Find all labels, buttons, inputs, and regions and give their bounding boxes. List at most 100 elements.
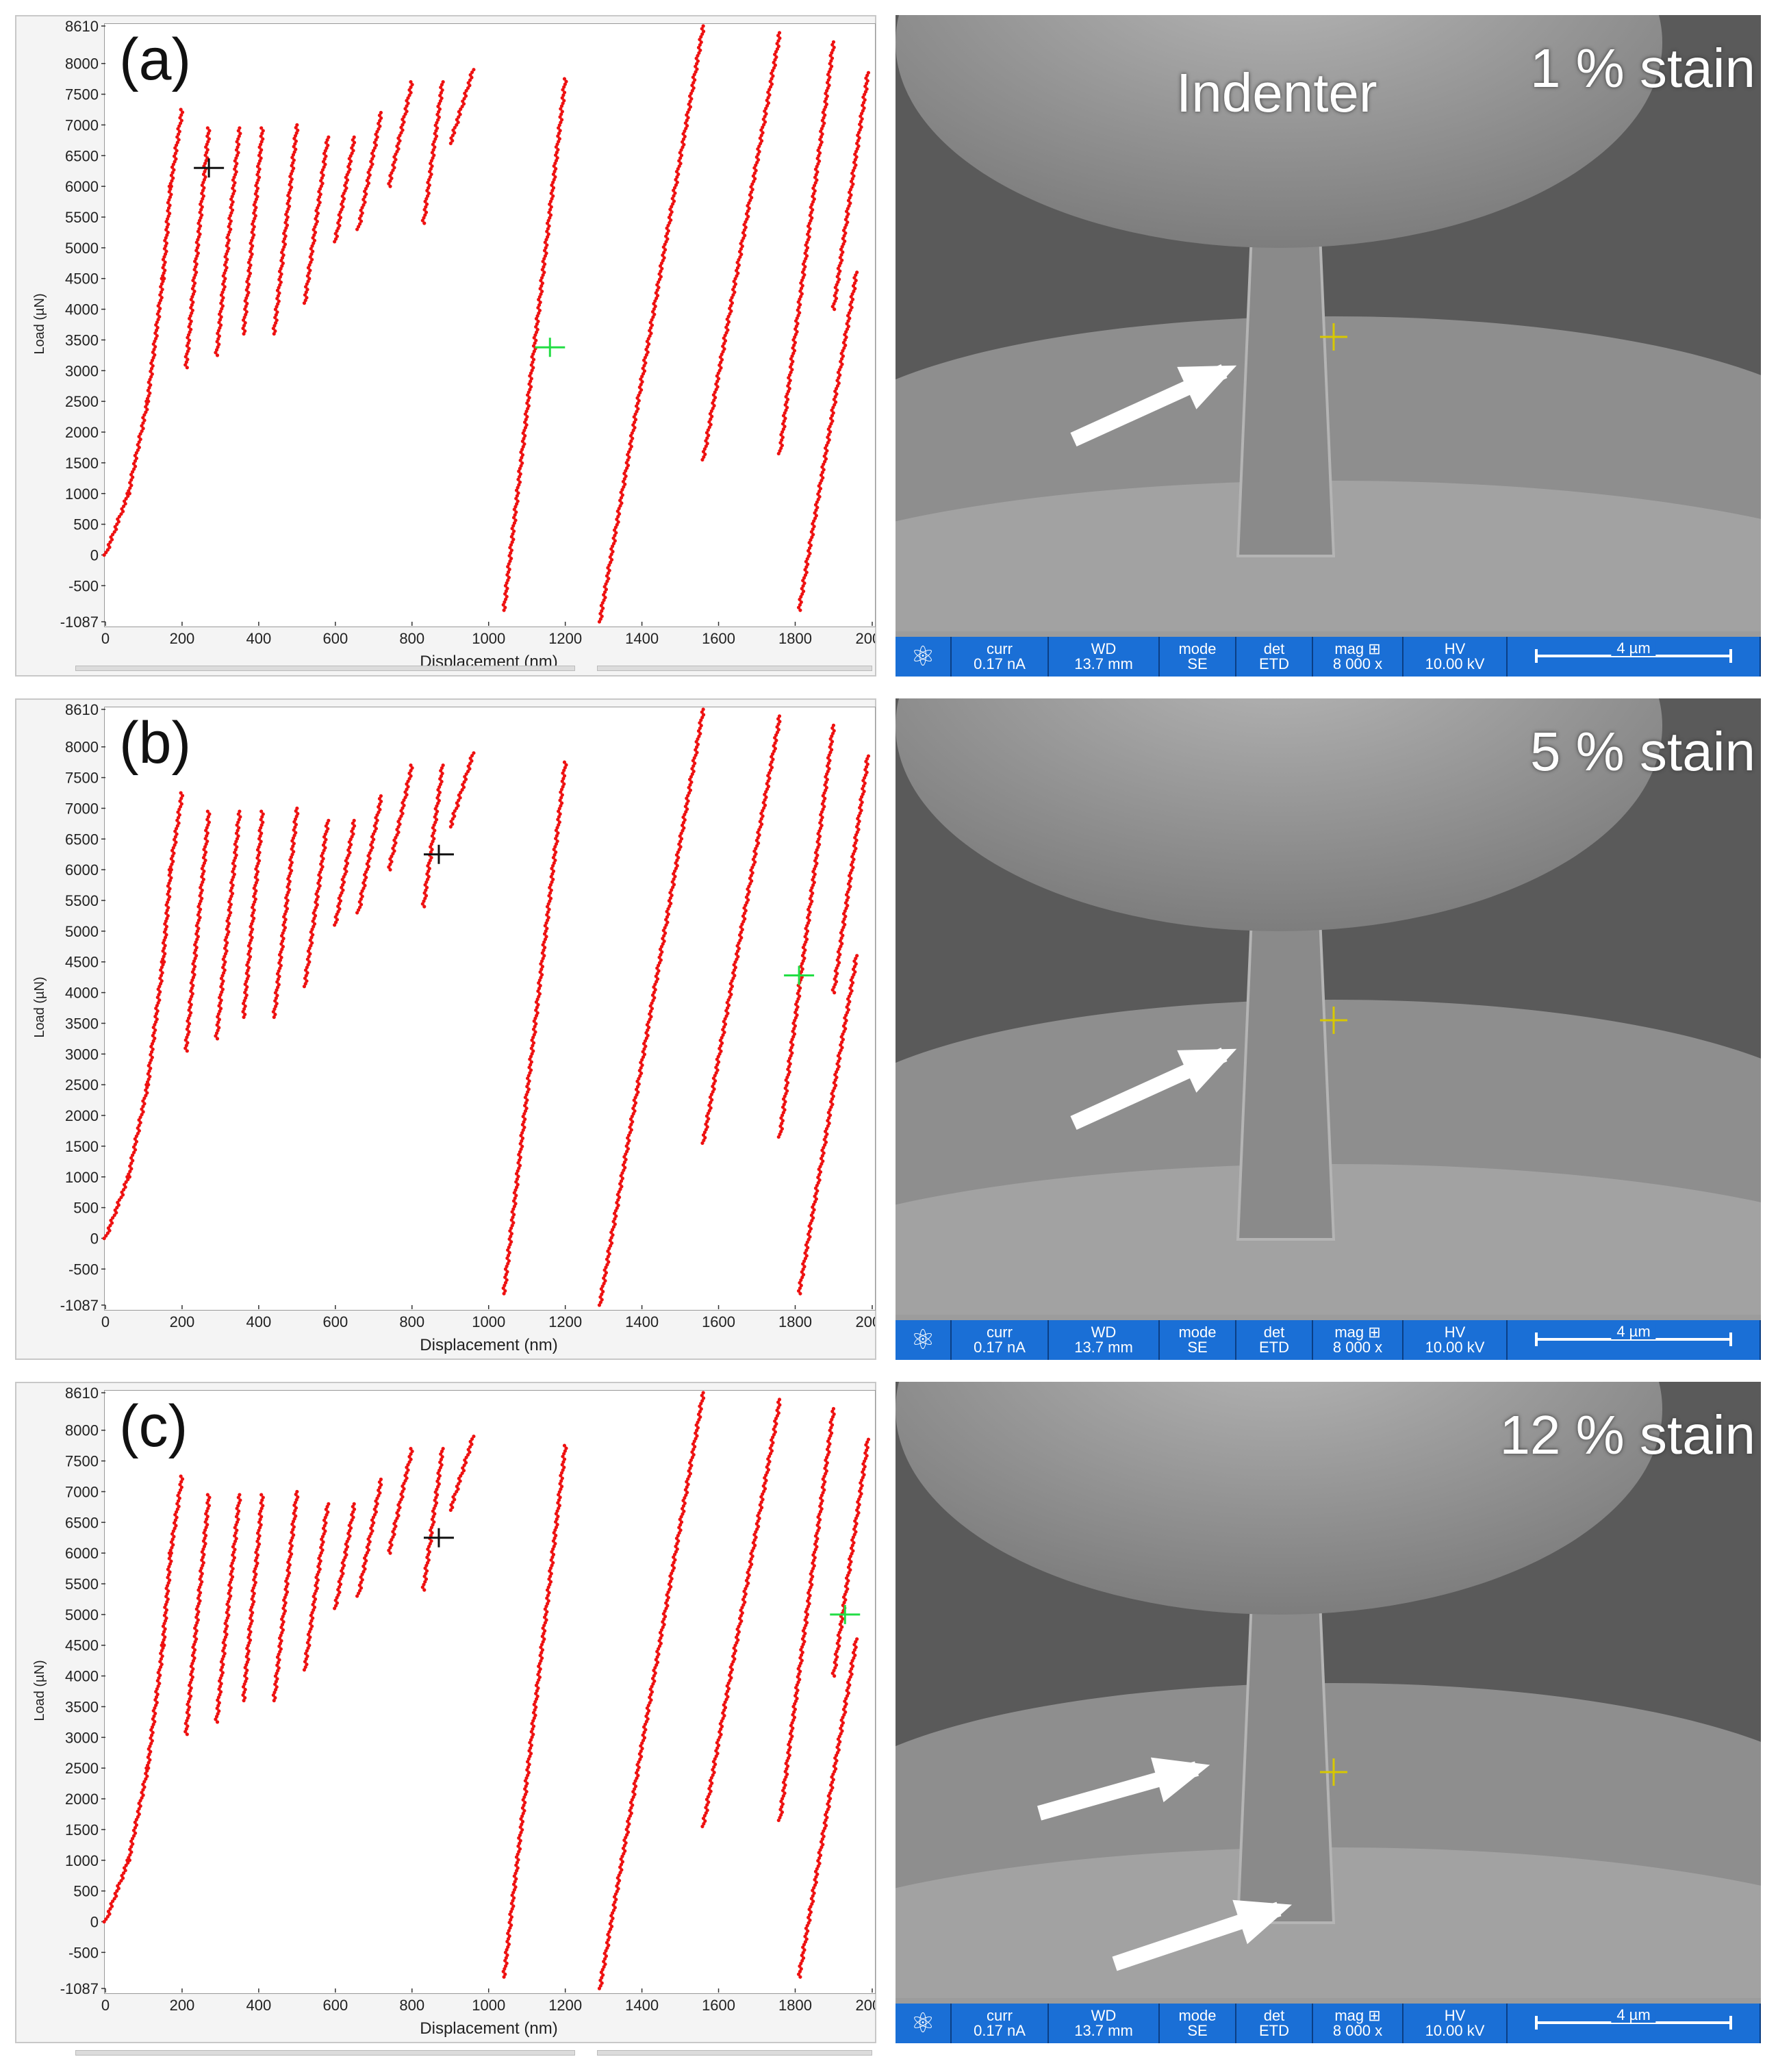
data-point [275,972,280,976]
data-point [368,851,372,855]
data-point [551,1552,556,1556]
data-point [175,824,179,828]
data-point [640,375,644,379]
data-point [279,963,283,968]
data-point [401,123,405,127]
data-point [432,837,436,841]
mode-value: SE [1187,655,1208,672]
data-point [110,532,115,537]
data-point [147,1752,151,1756]
data-point [236,129,240,133]
data-point [188,997,192,1001]
data-point [409,80,413,84]
y-tick-label: -500 [68,577,99,594]
mag-value: 8 000 x [1332,1339,1383,1356]
data-point [780,438,784,442]
data-point [366,1547,371,1552]
data-point [259,156,263,160]
data-point [667,215,672,220]
data-point [275,305,279,309]
data-point [321,857,325,861]
data-point [503,600,507,604]
data-point [615,517,619,522]
data-point [188,1697,192,1701]
data-point [201,1539,206,1543]
data-point [156,1671,160,1675]
data-point [273,307,278,312]
data-point [824,88,829,93]
data-point [394,1519,398,1523]
data-point [737,933,742,937]
data-point [608,1921,612,1926]
data-point [837,955,841,959]
data-point [398,1506,402,1510]
data-point [717,1046,722,1050]
data-point [188,1000,192,1004]
data-point [728,995,732,999]
y-tick-label: 7000 [65,800,99,817]
data-point [663,1615,668,1619]
data-point [288,1563,292,1567]
data-point [793,335,797,339]
data-point [837,1051,841,1055]
data-point [529,1060,533,1064]
data-point [800,1270,804,1274]
data-point [215,1720,220,1724]
data-point [510,527,514,531]
data-point [754,1530,758,1534]
data-point [863,781,867,785]
data-point [402,1487,406,1491]
hv-value: 10.00 kV [1425,655,1485,672]
data-point [704,1128,708,1132]
data-point [137,435,141,439]
data-point [663,248,668,252]
scroll-bar[interactable] [597,666,872,671]
data-point [816,492,820,496]
data-point [518,1155,522,1159]
data-point [304,1657,308,1661]
data-point [783,1100,787,1104]
data-point [851,866,855,870]
data-point [737,1630,741,1634]
data-point [773,52,777,57]
data-point [728,981,733,986]
data-point [532,349,536,353]
data-point [611,550,615,554]
y-tick-label: 6500 [65,147,99,164]
data-point [537,978,542,983]
data-point [171,859,175,863]
data-point [805,1240,809,1244]
data-point [817,834,822,839]
data-point [255,164,260,168]
data-point [170,1532,175,1536]
data-point [433,1512,437,1516]
data-point [553,1541,557,1546]
data-point [687,1474,691,1478]
data-point [396,1513,401,1518]
data-point [192,967,196,972]
data-point [550,1555,555,1559]
data-point [227,1613,231,1617]
data-point [433,131,437,136]
data-point [285,210,289,214]
data-point [753,177,757,181]
data-point [824,451,828,455]
data-point [317,879,322,883]
data-point [653,987,657,992]
data-point [223,1652,227,1656]
data-point [288,1550,292,1554]
data-point [854,273,858,277]
data-point [633,1096,637,1100]
data-point [251,1586,255,1590]
data-point [613,1209,618,1213]
data-point [668,1587,672,1591]
data-point [807,1237,811,1241]
data-point [526,1082,531,1086]
data-point [537,303,542,307]
scroll-bar[interactable] [75,666,575,671]
data-point [633,425,637,430]
data-point [677,848,681,852]
data-point [255,1531,260,1535]
data-point [846,212,850,216]
data-point [780,1105,785,1109]
